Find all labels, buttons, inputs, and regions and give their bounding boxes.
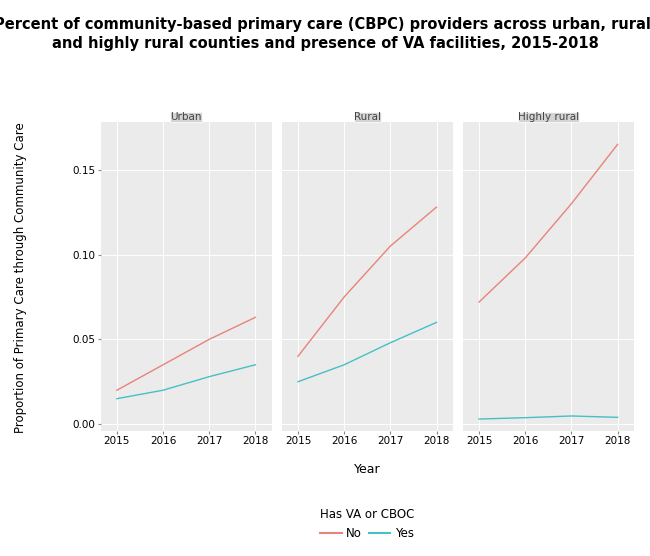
Legend: No, Yes: No, Yes (315, 503, 419, 544)
Text: Rural: Rural (354, 112, 381, 122)
Text: Proportion of Primary Care through Community Care: Proportion of Primary Care through Commu… (14, 123, 27, 433)
Text: Percent of community-based primary care (CBPC) providers across urban, rural,
an: Percent of community-based primary care … (0, 17, 650, 52)
Text: Year: Year (354, 463, 380, 476)
Text: Urban: Urban (170, 112, 202, 122)
Text: Highly rural: Highly rural (518, 112, 579, 122)
